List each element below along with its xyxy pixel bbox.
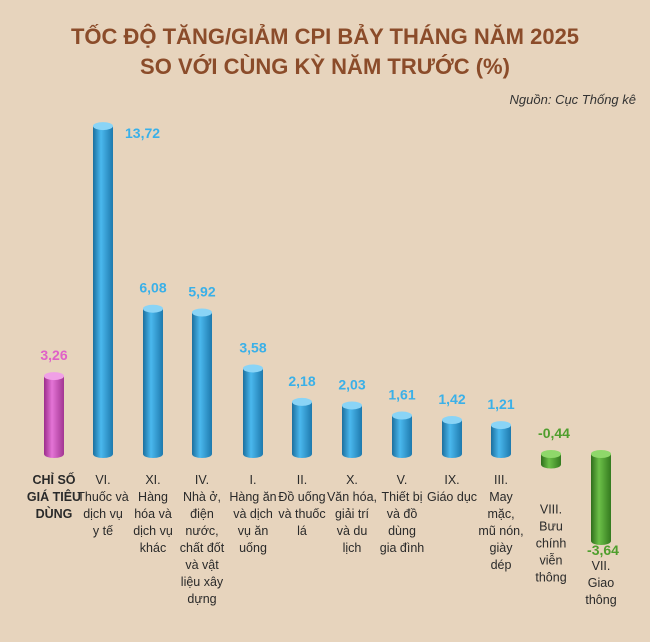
value-label: 2,03: [338, 376, 365, 392]
value-label: 2,18: [288, 373, 315, 389]
value-label: -0,44: [538, 425, 570, 441]
value-label: 1,21: [487, 396, 514, 412]
bar: [243, 364, 263, 458]
bar: [591, 450, 611, 545]
chart-title-line-2: SO VỚI CÙNG KỲ NĂM TRƯỚC (%): [140, 54, 510, 79]
chart-source: Nguồn: Cục Thống kê: [509, 92, 636, 107]
bar: [442, 416, 462, 458]
value-label: 1,61: [388, 387, 415, 403]
category-label: I. Hàng ăn và dịch vụ ăn uống: [229, 473, 276, 555]
bar: [292, 397, 312, 458]
category-label: VII. Giao thông: [585, 559, 616, 607]
category-label: VI. Thuốc và dịch vụ y tế: [77, 473, 128, 538]
bar: [541, 450, 561, 469]
category-label: II. Đồ uống và thuốc lá: [278, 473, 325, 538]
category-label: IX. Giáo dục: [427, 473, 477, 504]
category-label: V. Thiết bị và đồ dùng gia đình: [380, 473, 425, 555]
bar: [93, 122, 113, 458]
bar: [342, 401, 362, 458]
bar: [392, 411, 412, 458]
category-label: IV. Nhà ở, điện nước, chất đốt và vật liệu xây…: [180, 473, 225, 606]
chart-title: TỐC ĐỘ TĂNG/GIẢM CPI BẢY THÁNG NĂM 2025 …: [0, 22, 650, 82]
category-label: X. Văn hóa, giải trí và du lịch: [327, 473, 377, 555]
value-label: 6,08: [139, 280, 166, 296]
bar: [44, 372, 64, 458]
bar: [491, 421, 511, 458]
category-label: VIII. Bưu chính viễn thông: [535, 503, 566, 585]
value-label: -3,64: [587, 542, 619, 558]
value-label: 5,92: [188, 284, 215, 300]
category-label: CHỈ SỐ GIÁ TIÊU DÙNG: [27, 472, 81, 521]
chart-title-line-1: TỐC ĐỘ TĂNG/GIẢM CPI BẢY THÁNG NĂM 2025: [70, 24, 580, 49]
value-label: 1,42: [438, 391, 465, 407]
bar: [143, 304, 163, 458]
value-label: 3,58: [239, 339, 266, 355]
value-label: 13,72: [125, 125, 160, 141]
category-label: III. May mặc, mũ nón, giày dép: [478, 473, 523, 572]
category-label: XI. Hàng hóa và dịch vụ khác: [133, 473, 173, 555]
bar: [192, 308, 212, 458]
value-label: 3,26: [40, 347, 67, 363]
